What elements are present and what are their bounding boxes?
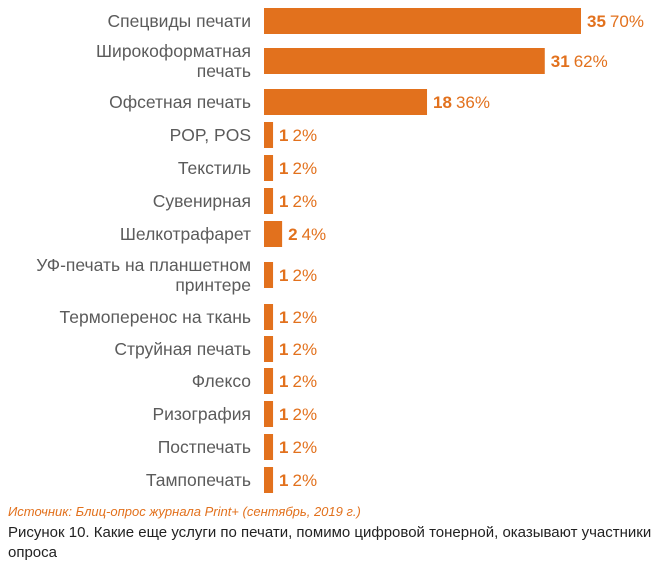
data-label: 1 2% [279, 405, 317, 424]
bar [264, 48, 545, 74]
data-label: 1 2% [279, 192, 317, 211]
bar [264, 336, 274, 362]
bar [264, 467, 274, 493]
category-label: Широкоформатная [96, 41, 251, 61]
bar [264, 221, 283, 247]
bar [264, 368, 274, 394]
category-label: Ризография [152, 404, 251, 424]
bar [264, 155, 274, 181]
bar [264, 262, 274, 288]
chart-source: Источник: Блиц-опрос журнала Print+ (сен… [8, 504, 361, 519]
category-label: Шелкотрафарет [120, 224, 251, 244]
category-label: Тампопечать [146, 470, 251, 490]
data-label: 31 62% [551, 52, 608, 71]
category-label: Струйная печать [114, 339, 251, 359]
category-label: Флексо [192, 371, 251, 391]
data-label: 1 2% [279, 340, 317, 359]
data-label: 1 2% [279, 372, 317, 391]
bar [264, 89, 428, 115]
category-label: Постпечать [158, 437, 251, 457]
category-label: Офсетная печать [109, 92, 251, 112]
data-label: 1 2% [279, 159, 317, 178]
bar [264, 401, 274, 427]
category-label: Сувенирная [153, 191, 251, 211]
category-label: Термоперенос на ткань [60, 307, 251, 327]
bar [264, 8, 581, 34]
data-label: 1 2% [279, 438, 317, 457]
bar [264, 122, 274, 148]
category-label: POP, POS [170, 125, 251, 145]
category-label: УФ-печать на планшетном [36, 255, 251, 275]
data-label: 18 36% [433, 93, 490, 112]
figure-caption: Рисунок 10. Какие еще услуги по печати, … [8, 524, 652, 561]
data-label: 1 2% [279, 308, 317, 327]
data-label: 1 2% [279, 126, 317, 145]
bar-chart: Спецвиды печати 35 70% Широкоформатнаяпечат… [36, 8, 644, 493]
bar [264, 304, 274, 330]
data-label: 2 4% [288, 225, 326, 244]
category-label: печать [197, 61, 251, 81]
data-label: 35 70% [587, 12, 644, 31]
bar [264, 434, 274, 460]
category-label: Спецвиды печати [108, 11, 251, 31]
data-label: 1 2% [279, 266, 317, 285]
category-label: Текстиль [178, 158, 251, 178]
bar [264, 188, 274, 214]
data-label: 1 2% [279, 471, 317, 490]
category-label: принтере [175, 275, 251, 295]
